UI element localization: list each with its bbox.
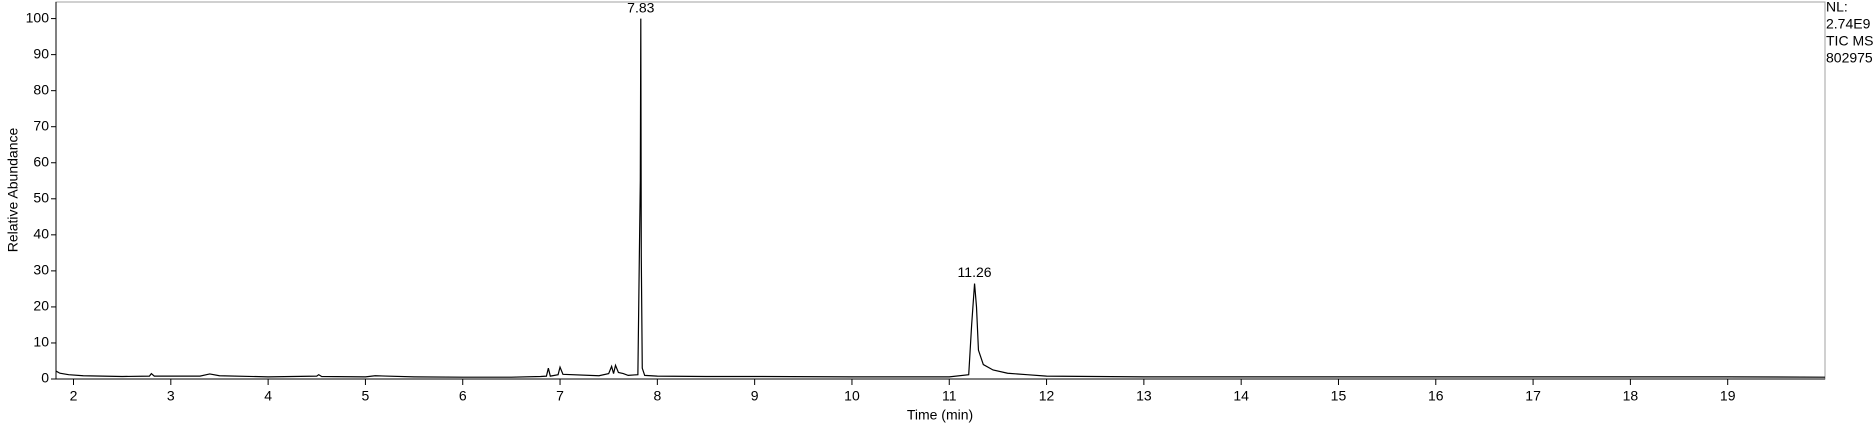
x-tick-label: 15 [1331,388,1347,404]
x-tick-label: 17 [1525,388,1541,404]
x-tick-label: 18 [1623,388,1639,404]
y-tick-label: 0 [41,370,49,386]
y-tick-label: 60 [33,153,49,169]
x-tick-label: 13 [1136,388,1152,404]
y-tick-label: 80 [33,81,49,97]
y-tick-label: 20 [33,298,49,314]
peak-label: 11.26 [958,264,992,280]
y-tick-label: 100 [26,9,50,25]
x-tick-label: 16 [1428,388,1444,404]
x-tick-label: 14 [1233,388,1249,404]
x-tick-label: 4 [264,388,272,404]
y-axis-title: Relative Abundance [5,128,21,253]
x-tick-label: 6 [459,388,467,404]
y-tick-label: 90 [33,45,49,61]
y-tick-label: 50 [33,189,49,205]
x-axis-title: Time (min) [907,407,973,423]
peak-label: 7.83 [627,0,654,15]
x-tick-label: 7 [556,388,564,404]
plot-frame [55,1,1826,380]
trace [55,18,1826,378]
y-tick-label: 70 [33,117,49,133]
info-text: TIC MS [1826,33,1873,49]
y-tick-label: 30 [33,262,49,278]
x-tick-label: 9 [751,388,759,404]
x-tick-label: 2 [70,388,78,404]
info-text: NL: [1826,0,1848,15]
info-text: 2.74E9 [1826,16,1871,32]
x-tick-label: 5 [362,388,370,404]
x-tick-label: 19 [1720,388,1736,404]
info-text: 802975 [1826,50,1873,66]
y-tick-label: 40 [33,226,49,242]
x-tick-label: 8 [653,388,661,404]
y-tick-label: 10 [33,334,49,350]
x-tick-label: 3 [167,388,175,404]
x-tick-label: 10 [844,388,860,404]
x-tick-label: 12 [1039,388,1055,404]
x-tick-label: 11 [942,388,957,404]
